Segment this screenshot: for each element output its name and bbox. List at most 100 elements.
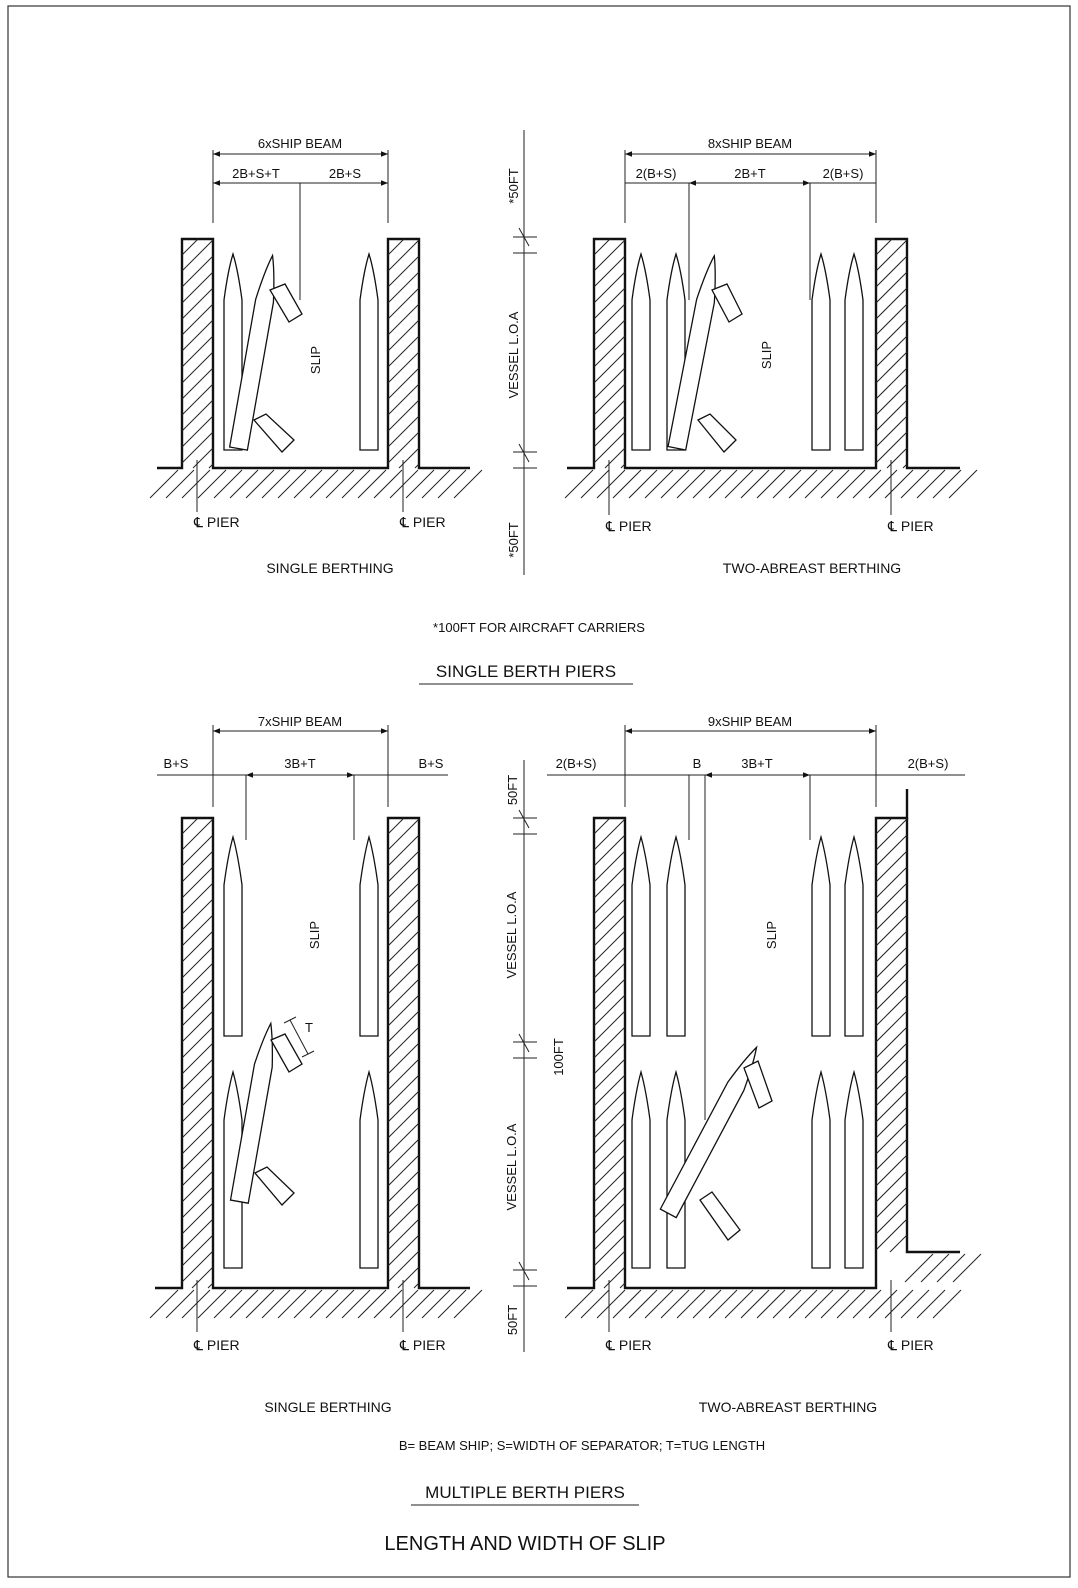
hatch-line [341, 1289, 371, 1319]
hatch-line [692, 469, 722, 499]
hatch-line [181, 834, 214, 867]
hatch-line [357, 469, 387, 499]
hatch-line [181, 898, 214, 931]
length-label: 50FT [505, 1305, 520, 1335]
hatch-line [916, 469, 946, 499]
hatch-line [387, 946, 420, 979]
hatch-line [181, 1154, 214, 1187]
hatch-line [593, 239, 626, 272]
hatch-line [875, 1186, 908, 1219]
hatch-line [181, 399, 214, 432]
hatch-line [875, 1202, 908, 1235]
hatch-line [593, 898, 626, 931]
hatch-line [165, 1289, 195, 1319]
hatch-line [564, 469, 594, 499]
hatch-line [875, 383, 908, 416]
hatch-line [181, 469, 211, 499]
hatch-line [593, 303, 626, 336]
hatch-line [181, 1234, 214, 1267]
hatch-line [756, 469, 786, 499]
hatch-line [875, 882, 908, 915]
width-label: 9xSHIP BEAM [708, 714, 792, 729]
hatch-line [197, 1289, 227, 1319]
hatch-line [875, 415, 908, 448]
hatch-line [836, 469, 866, 499]
hatch-line [875, 866, 908, 899]
tug [711, 283, 743, 323]
hatch-line [868, 469, 898, 499]
hatch-line [325, 1289, 355, 1319]
single-berth-single-berthing-panel: 6xSHIP BEAM 2B+S+T 2B+S SLIP ℄ PIER ℄ PI… [149, 136, 483, 576]
hatch-line [387, 930, 420, 963]
hatch-line [875, 914, 908, 947]
hatch-line [387, 1170, 420, 1203]
hatch-line [181, 367, 214, 400]
hatch-line [788, 469, 818, 499]
hatch-line [341, 469, 371, 499]
slip-label: SLIP [764, 921, 779, 949]
multiple-berth-single-berthing-panel: 7xSHIP BEAM B+S 3B+T B+S T SLIP ℄ PIER ℄… [149, 714, 483, 1415]
hatch-line [593, 914, 626, 947]
hatch-line [593, 319, 626, 352]
hatch-line [875, 271, 908, 304]
hatch-line [875, 239, 908, 272]
width-label: 8xSHIP BEAM [708, 136, 792, 151]
length-label: VESSEL L.O.A [504, 891, 519, 978]
hatch-line [593, 1154, 626, 1187]
hatch-line [788, 1289, 818, 1319]
ship [844, 834, 864, 1037]
width-dimension [212, 150, 389, 300]
hatch-line [593, 866, 626, 899]
hatch-line [181, 962, 214, 995]
hatch-line [875, 850, 908, 883]
hatch-line [387, 399, 420, 432]
hatch-line [261, 1289, 291, 1319]
hatch-line [580, 1289, 610, 1319]
hatch-line [593, 383, 626, 416]
tug [699, 1191, 741, 1241]
hatch-line [213, 469, 243, 499]
pier-label: ℄ PIER [605, 1337, 652, 1353]
hatch-line [593, 1106, 626, 1139]
sheet-border [7, 5, 1071, 1578]
hatch-line [387, 914, 420, 947]
ship [223, 1069, 243, 1269]
hatch-line [387, 1122, 420, 1155]
dim-label: B+S [164, 756, 189, 771]
hatch-line [387, 1154, 420, 1187]
hatch-line [875, 1218, 908, 1251]
hatch-line [181, 303, 214, 336]
hatch-line [181, 383, 214, 416]
hatch-line [181, 1106, 214, 1139]
hatch-line [398, 447, 420, 469]
tug [252, 413, 295, 453]
hatch-line [620, 463, 626, 469]
slip-label: SLIP [307, 921, 322, 949]
hatch-line [181, 238, 199, 256]
dim-label: B [693, 756, 702, 771]
hatch-line [772, 469, 802, 499]
ship [359, 251, 379, 451]
hatch-line [387, 238, 405, 256]
hatch-line [875, 255, 908, 288]
hatch-line [387, 351, 420, 384]
hatch-line [397, 1266, 420, 1289]
hatch-line [875, 367, 908, 400]
hatch-line [593, 1122, 626, 1155]
hatch-line [387, 882, 420, 915]
hatch-line [593, 978, 626, 1011]
hatch-line [387, 1058, 420, 1091]
hatch-line [875, 399, 908, 432]
hatch-line [884, 469, 914, 499]
hatch-line [628, 1289, 658, 1319]
hatch-line [181, 1122, 214, 1155]
hatch-line [421, 469, 451, 499]
hatch-line [387, 818, 420, 851]
ship-maneuvering [659, 1045, 758, 1219]
slip-outline [567, 237, 960, 470]
hatch-line [181, 1074, 214, 1107]
hatch-line [181, 351, 214, 384]
hatch-line [181, 1218, 214, 1251]
hatch-line [875, 834, 908, 867]
hatch-line [660, 469, 690, 499]
